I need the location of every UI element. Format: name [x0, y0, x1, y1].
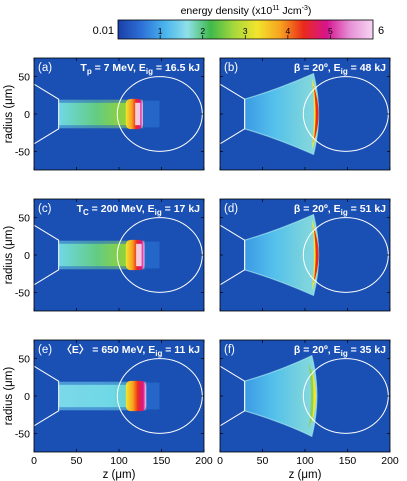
y-axis-label: radius (μm) — [3, 367, 15, 426]
panel-annotation: Tp = 7 MeV, Eig = 16.5 kJ — [80, 62, 200, 76]
heatmap-field — [34, 76, 203, 152]
panel-tag: (b) — [224, 62, 238, 74]
panel-d: (d) β = 20º, Eig = 51 kJ — [219, 198, 391, 312]
heatmap-field — [220, 354, 389, 438]
x-tick-label: 50 — [257, 455, 269, 467]
panel-tag: (a) — [38, 62, 52, 74]
cone-outline — [220, 83, 246, 145]
panel-annotation: β = 20º, Eig = 48 kJ — [294, 62, 386, 76]
cone-outline — [34, 365, 60, 427]
y-tick-label: -50 — [15, 146, 30, 158]
cone-outline — [220, 224, 246, 286]
x-tick-label: 100 — [296, 455, 314, 467]
hotspot-outer — [311, 219, 319, 291]
hotspot — [125, 380, 147, 412]
x-tick-label: 0 — [217, 455, 223, 467]
x-tick-label: 200 — [195, 455, 213, 467]
panel-annotation: 〈E〉 = 650 MeV, Eig = 11 kJ — [61, 343, 200, 358]
colorbar-min-label: 0.01 — [93, 25, 114, 37]
x-axis-label: z (μm) — [289, 469, 322, 481]
y-tick-label: -50 — [15, 428, 30, 440]
y-axis-label: radius (μm) — [3, 85, 15, 144]
beam-glow — [142, 241, 160, 269]
panel-tag: (e) — [38, 344, 52, 356]
y-tick-label: 0 — [24, 391, 30, 403]
heatmap-field — [34, 217, 203, 293]
colorbar-tick-label: 3 — [243, 26, 248, 36]
y-tick-label: -50 — [15, 287, 30, 299]
heatmap-field — [220, 72, 389, 156]
beam-edge-top — [58, 381, 147, 385]
panel-tag: (f) — [224, 344, 235, 356]
y-tick-label: 0 — [24, 109, 30, 121]
x-tick-label: 200 — [381, 455, 399, 467]
panel-annotation: β = 20º, Eig = 51 kJ — [294, 203, 386, 217]
x-tick-label: 150 — [153, 455, 171, 467]
colorbar-tick-label: 1 — [158, 26, 163, 36]
colorbar-ticks: 1 2 3 4 5 — [158, 26, 333, 39]
hotspot-inner — [313, 85, 319, 143]
y-tick-label: 50 — [18, 72, 30, 84]
beam-glow — [144, 382, 160, 410]
heatmap-field — [220, 213, 389, 297]
hotspot-core — [136, 243, 142, 267]
cone-outline — [220, 365, 246, 427]
x-tick-label: 150 — [339, 455, 357, 467]
colorbar-title: energy density (x1011 Jcm-3) — [181, 5, 312, 17]
panel-tag: (c) — [38, 203, 52, 215]
cone-beam-edge — [244, 354, 318, 438]
beam-edge-top — [58, 240, 145, 244]
beam-edge-top — [58, 99, 143, 103]
y-axis-label: radius (μm) — [3, 226, 15, 285]
colorbar-tick-label: 2 — [200, 26, 205, 36]
colorbar: energy density (x1011 Jcm-3) 0.01 6 1 2 3 4… — [93, 5, 384, 40]
beam-edge-bottom — [58, 125, 143, 129]
hotspot-core — [135, 102, 141, 126]
panel-annotation: TC = 200 MeV, Eig = 17 kJ — [77, 203, 201, 217]
x-tick-label: 100 — [110, 455, 128, 467]
heatmap-field — [34, 358, 203, 434]
panel-b: (b) β = 20º, Eig = 48 kJ — [219, 57, 391, 171]
x-tick-label: 0 — [31, 455, 37, 467]
panel-annotation: β = 20º, Eig = 35 kJ — [294, 344, 386, 358]
hotspot-outer — [311, 78, 319, 150]
cone-outline — [34, 83, 60, 145]
colorbar-tick-label: 4 — [285, 26, 290, 36]
colorbar-tick-label: 5 — [328, 26, 333, 36]
panel-f: 0 50 100 150 200 z (μm) (f) β = 20º, Eig = 35 k… — [217, 339, 399, 481]
y-tick-label: 0 — [24, 250, 30, 262]
beam-edge-bottom — [58, 266, 145, 270]
y-tick-label: 50 — [18, 354, 30, 366]
colorbar-max-label: 6 — [378, 25, 384, 37]
beam-glow — [140, 100, 160, 128]
panel-tag: (d) — [224, 203, 238, 215]
hotspot-inner — [313, 226, 319, 284]
y-tick-label: 50 — [18, 213, 30, 225]
x-tick-label: 50 — [71, 455, 83, 467]
cone-outline — [34, 224, 60, 286]
x-axis-label: z (μm) — [103, 469, 136, 481]
hotspot-inner — [311, 369, 317, 423]
beam-edge-bottom — [58, 407, 147, 411]
